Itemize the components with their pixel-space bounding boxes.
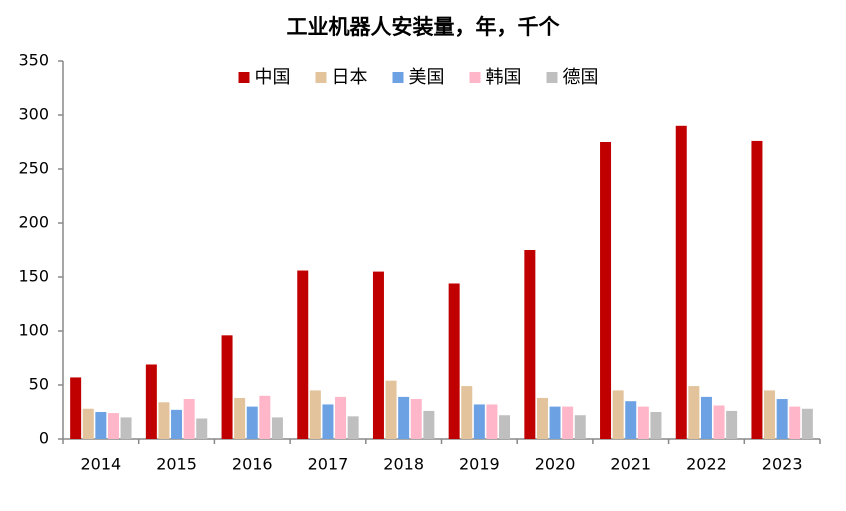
bar [776,399,788,439]
bar [637,406,649,439]
bar [221,335,233,439]
bar [372,271,384,439]
x-tick-label: 2018 [383,455,424,474]
legend-label: 中国 [255,67,291,88]
y-tick-label: 50 [29,375,49,394]
bar [70,377,82,439]
bar [322,404,334,439]
bar [713,405,725,439]
legend-swatch [315,72,327,83]
bar [410,399,422,439]
x-tick-label: 2022 [686,455,727,474]
y-tick-label: 350 [18,51,49,70]
bar [650,412,662,439]
bar [801,408,813,439]
bar [751,140,763,440]
bar [700,396,712,439]
bar [726,410,738,439]
bar [764,390,776,439]
y-tick-label: 250 [18,159,49,178]
x-tick-label: 2014 [80,455,121,474]
x-tick-label: 2017 [308,455,349,474]
legend-label: 日本 [332,67,368,88]
bar [271,417,283,439]
bar [448,283,460,439]
legend-swatch [392,72,404,83]
bar [196,418,208,439]
bar [675,125,687,440]
bar [574,415,586,439]
bar [486,404,498,439]
x-tick-label: 2020 [535,455,576,474]
legend-swatch [238,72,250,83]
y-tick-label: 300 [18,105,49,124]
bar [398,396,410,439]
bar [120,417,132,439]
legend-label: 韩国 [486,67,522,88]
bar [95,412,107,439]
bar [309,390,321,439]
bar [625,401,637,439]
bar [789,406,801,439]
bar [82,408,94,439]
bar [145,364,157,439]
bar [183,399,195,439]
y-tick-label: 200 [18,213,49,232]
y-tick-label: 150 [18,267,49,286]
y-tick-label: 100 [18,321,49,340]
bar [234,397,246,439]
chart-title: 工业机器人安装量，年，千个 [287,15,561,39]
bar [347,416,359,439]
bar [335,396,347,439]
x-tick-label: 2021 [610,455,651,474]
bar [688,386,700,439]
y-tick-label: 0 [39,429,49,448]
bar [461,386,473,439]
legend-label: 德国 [563,67,599,88]
bar [423,410,435,439]
x-tick-label: 2016 [232,455,273,474]
bar [536,397,548,439]
bar [600,142,612,439]
bar [612,390,624,439]
bar [473,404,485,439]
bar [385,380,397,439]
bar [259,395,271,439]
x-tick-label: 2019 [459,455,500,474]
legend-label: 美国 [409,67,445,88]
legend-swatch [469,72,481,83]
x-tick-label: 2015 [156,455,197,474]
bar [562,406,574,439]
bar [107,413,119,439]
bar [158,402,170,439]
bar [297,270,309,439]
bar [171,409,183,439]
legend-swatch [546,72,558,83]
bar [246,406,258,439]
x-tick-label: 2023 [762,455,803,474]
bar [549,406,561,439]
bar [524,250,536,439]
bar [499,415,511,439]
